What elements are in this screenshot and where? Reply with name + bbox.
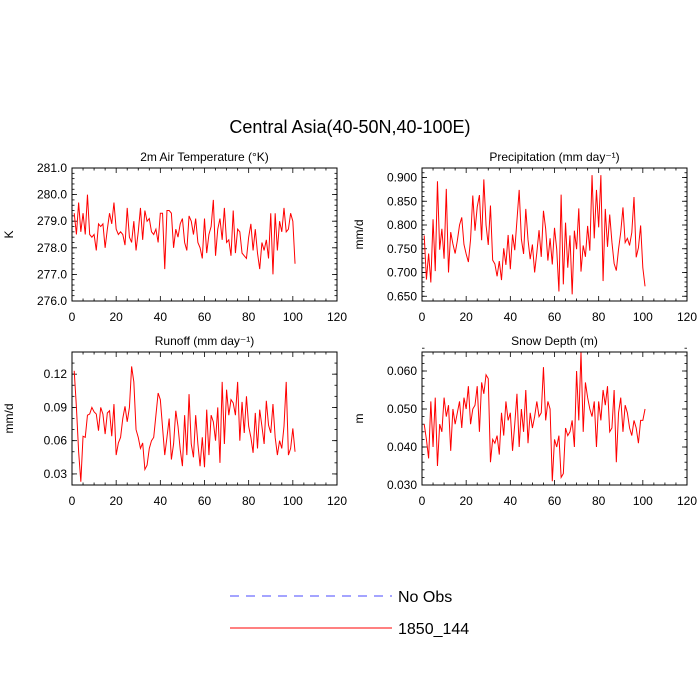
y-tick-label: 280.0: [37, 188, 67, 202]
y-tick-label: 0.050: [387, 402, 417, 416]
series-line-1850_144: [423, 351, 646, 482]
y-tick-label: 276.0: [37, 294, 67, 308]
x-tick-label: 60: [198, 310, 212, 324]
x-tick-label: 100: [633, 310, 653, 324]
x-tick-label: 20: [459, 494, 473, 508]
x-tick-label: 60: [548, 494, 562, 508]
x-tick-label: 0: [419, 310, 426, 324]
series-line-1850_144: [423, 175, 646, 295]
panel-title: 2m Air Temperature (°K): [140, 150, 269, 164]
chart-panels: 2m Air Temperature (°K) K 0 20 40 60 80 100 120 2…: [2, 150, 697, 508]
y-tick-label: 0.060: [387, 364, 417, 378]
x-tick-label: 0: [69, 310, 76, 324]
plot-frame: [71, 167, 338, 302]
x-tick-label: 0: [419, 494, 426, 508]
x-tick-label: 120: [677, 310, 697, 324]
y-axis-label: K: [2, 230, 16, 238]
x-tick-label: 60: [548, 310, 562, 324]
y-tick-label: 0.850: [387, 194, 417, 208]
y-tick-label: 0.030: [387, 478, 417, 492]
x-tick-label: 40: [504, 494, 518, 508]
legend-label: 1850_144: [398, 621, 469, 638]
x-tick-label: 100: [633, 494, 653, 508]
x-tick-label: 100: [283, 310, 303, 324]
plot-frame: [71, 351, 338, 486]
x-tick-label: 40: [504, 310, 518, 324]
y-tick-label: 0.09: [44, 400, 68, 414]
y-tick-label: 0.040: [387, 440, 417, 454]
chart-panel-precipitation: Precipitation (mm day⁻¹) mm/d 0 20 40 60 80 100…: [352, 150, 697, 324]
y-tick-label: 0.06: [44, 434, 68, 448]
y-tick-label: 0.03: [44, 467, 68, 481]
chart-panel-runoff: Runoff (mm day⁻¹) mm/d 0 20 40 60 80 100 120 0.03…: [2, 334, 347, 508]
x-tick-label: 20: [109, 310, 123, 324]
y-axis-label: mm/d: [2, 404, 16, 434]
x-tick-label: 120: [677, 494, 697, 508]
legend: No Obs 1850_144: [230, 589, 469, 638]
y-tick-label: 0.12: [44, 367, 68, 381]
x-tick-label: 20: [109, 494, 123, 508]
y-axis-label: m: [352, 414, 366, 424]
x-tick-label: 60: [198, 494, 212, 508]
series-line-1850_144: [73, 194, 296, 275]
plot-frame: [421, 351, 688, 486]
y-tick-label: 277.0: [37, 267, 67, 281]
x-tick-label: 0: [69, 494, 76, 508]
x-tick-label: 80: [242, 310, 256, 324]
y-tick-label: 0.700: [387, 266, 417, 280]
x-tick-label: 40: [154, 494, 168, 508]
figure-title: Central Asia(40-50N,40-100E): [229, 117, 470, 137]
y-axis-label: mm/d: [352, 220, 366, 250]
panel-title: Precipitation (mm day⁻¹): [489, 150, 619, 164]
x-tick-label: 80: [242, 494, 256, 508]
panel-title: Snow Depth (m): [511, 334, 598, 348]
y-tick-label: 278.0: [37, 241, 67, 255]
panel-title: Runoff (mm day⁻¹): [155, 334, 254, 348]
y-tick-label: 281.0: [37, 161, 67, 175]
y-tick-label: 0.650: [387, 289, 417, 303]
chart-panel-temperature: 2m Air Temperature (°K) K 0 20 40 60 80 100 120 2…: [2, 150, 347, 324]
legend-label: No Obs: [398, 589, 452, 606]
x-tick-label: 120: [327, 494, 347, 508]
x-tick-label: 80: [592, 310, 606, 324]
x-tick-label: 100: [283, 494, 303, 508]
y-tick-label: 0.800: [387, 218, 417, 232]
y-tick-label: 0.900: [387, 171, 417, 185]
x-tick-label: 120: [327, 310, 347, 324]
plot-frame: [421, 167, 688, 302]
y-tick-label: 0.750: [387, 242, 417, 256]
x-tick-label: 80: [592, 494, 606, 508]
series-line-1850_144: [73, 366, 296, 482]
chart-panel-snow-depth: Snow Depth (m) m 0 20 40 60 80 100 120 0.030 0.040…: [352, 334, 697, 508]
x-tick-label: 20: [459, 310, 473, 324]
x-tick-label: 40: [154, 310, 168, 324]
y-tick-label: 279.0: [37, 214, 67, 228]
